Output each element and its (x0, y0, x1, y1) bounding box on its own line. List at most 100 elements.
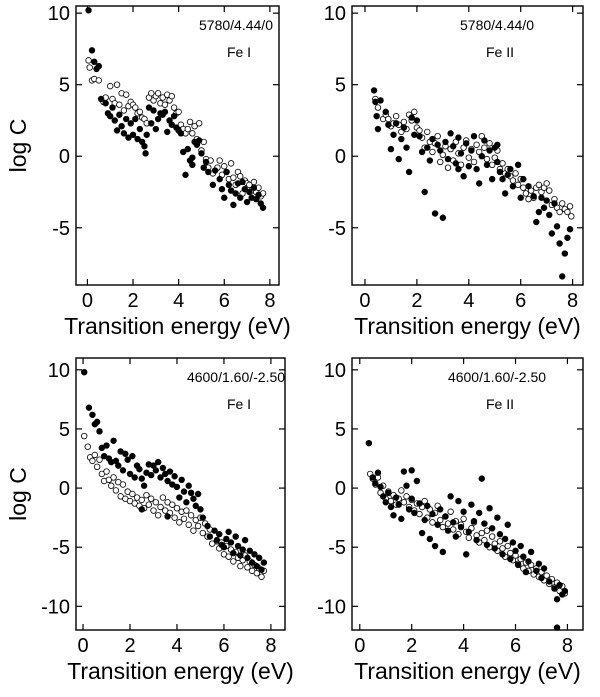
open-data-point (199, 529, 207, 537)
filled-data-point (91, 58, 98, 65)
model-annotation: 5780/4.44/0 (199, 17, 273, 33)
open-data-point (481, 536, 488, 544)
x-tick-label: 8 (265, 635, 276, 657)
open-data-point (250, 178, 258, 186)
y-tick-label: 0 (335, 146, 346, 168)
filled-data-point (107, 112, 114, 120)
open-data-point (385, 115, 392, 123)
plot-frame (75, 357, 286, 631)
filled-data-point (230, 549, 237, 557)
open-data-point (411, 108, 418, 116)
open-data-point (107, 82, 114, 90)
open-data-point (509, 177, 517, 184)
filled-data-point (473, 536, 480, 544)
open-data-point (171, 514, 178, 521)
filled-data-point (164, 128, 171, 136)
filled-data-point (429, 135, 436, 143)
filled-data-point (119, 467, 127, 474)
filled-data-point (184, 145, 191, 153)
filled-data-point (455, 165, 462, 173)
filled-data-point (452, 160, 460, 167)
filled-data-point (455, 134, 462, 141)
filled-data-point (556, 581, 563, 589)
x-tick-label: 4 (173, 290, 184, 312)
filled-data-point (237, 194, 244, 201)
filled-data-point (81, 368, 88, 376)
model-annotation: 5780/4.44/0 (460, 17, 534, 33)
filled-data-point (546, 211, 553, 219)
y-tick-label: -10 (41, 596, 70, 618)
filled-data-point (496, 531, 504, 538)
open-data-point (416, 510, 423, 518)
filled-data-point (468, 501, 475, 508)
open-data-point (161, 101, 169, 108)
filled-data-point (413, 117, 421, 124)
filled-data-point (138, 475, 145, 482)
filled-data-point (385, 121, 392, 128)
open-data-point (191, 122, 198, 130)
filled-data-point (372, 480, 379, 487)
filled-data-point (481, 137, 488, 144)
filled-data-point (499, 551, 506, 558)
filled-data-point (122, 115, 130, 123)
filled-data-point (260, 559, 268, 566)
filled-data-point (478, 153, 485, 160)
filled-data-point (450, 519, 457, 526)
filled-data-point (546, 578, 553, 585)
open-data-point (86, 64, 93, 71)
filled-data-point (141, 143, 148, 150)
filled-data-point (429, 510, 436, 518)
filled-data-point (426, 157, 434, 164)
filled-data-point (553, 596, 561, 603)
open-data-point (568, 213, 575, 220)
open-data-point (429, 148, 436, 156)
filled-data-point (447, 493, 454, 500)
y-tick-label: -5 (52, 218, 70, 240)
open-data-point (421, 497, 428, 505)
filled-data-point (372, 98, 379, 106)
filled-data-point (134, 135, 141, 143)
filled-data-point (535, 208, 543, 216)
filled-data-point (223, 168, 230, 176)
open-data-point (512, 170, 519, 177)
filled-data-point (190, 495, 197, 502)
open-data-point (189, 130, 196, 137)
filled-data-point (374, 125, 382, 133)
open-data-point (486, 140, 493, 147)
filled-data-point (465, 163, 472, 170)
open-data-point (168, 92, 175, 100)
species-annotation: Fe II (486, 44, 514, 60)
filled-data-point (504, 521, 511, 528)
open-data-point (132, 104, 139, 111)
filled-data-point (164, 477, 171, 485)
panel-bottom-left: 0 2 4 6 8 10 5 0 -5 -10 Transition energy (eV) log … (5, 357, 294, 684)
filled-data-point (475, 180, 483, 187)
open-data-point (150, 507, 157, 514)
filled-data-point (509, 183, 517, 190)
filled-data-point (246, 547, 253, 554)
filled-data-point (232, 533, 239, 540)
filled-data-point (463, 551, 470, 558)
filled-data-point (189, 154, 196, 161)
open-data-point (488, 533, 496, 540)
open-data-point (478, 529, 485, 537)
filled-data-point (216, 531, 223, 538)
open-data-point (416, 127, 423, 134)
filled-data-point (548, 230, 556, 237)
filled-data-point (126, 470, 134, 478)
filled-data-point (535, 560, 543, 567)
open-data-point (103, 468, 110, 475)
filled-data-point (473, 165, 480, 173)
filled-data-point (374, 469, 382, 476)
species-annotation: Fe I (227, 44, 251, 60)
open-data-point (116, 101, 123, 108)
filled-data-point (551, 585, 558, 592)
filled-data-point (465, 528, 472, 536)
filled-data-point (173, 483, 181, 491)
y-tick-label: -5 (328, 537, 346, 559)
filled-data-point (494, 141, 501, 148)
filled-data-point (164, 513, 171, 520)
filled-data-point (411, 131, 418, 138)
filled-data-point (494, 158, 501, 166)
open-data-point (145, 501, 152, 508)
